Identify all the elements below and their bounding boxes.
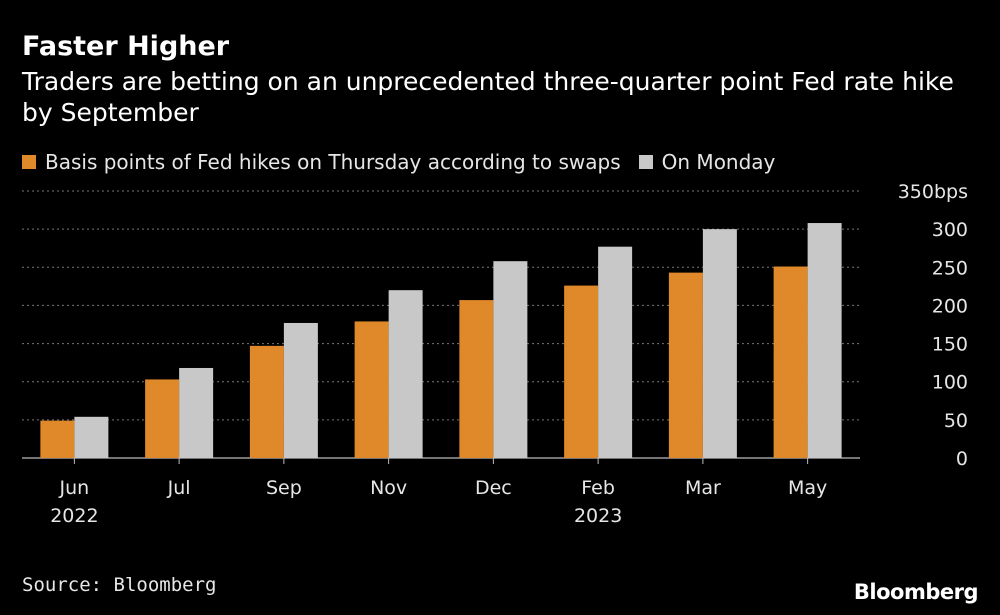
x-tick-label: Feb [581,477,615,499]
bar-monday [702,229,737,458]
bar-monday [74,416,109,458]
bar-thursday [773,266,808,458]
x-tick-label: Jun [59,477,90,499]
bar-thursday [249,345,284,458]
x-tick-label: May [788,477,827,499]
legend-item-monday: On Monday [638,150,776,174]
bar-thursday [564,285,599,458]
source-note: Source: Bloomberg [22,574,217,596]
y-tick-label: 0 [956,448,968,470]
chart-title: Faster Higher [22,31,230,62]
bar-monday [598,246,633,458]
x-tick-sublabel: 2022 [50,505,98,527]
legend: Basis points of Fed hikes on Thursday ac… [22,148,793,176]
x-tick-label: Sep [266,477,302,499]
bar-thursday [354,321,389,458]
legend-swatch-monday [638,155,653,169]
legend-item-thursday: Basis points of Fed hikes on Thursday ac… [22,150,621,174]
chart-subtitle: Traders are betting on an unprecedented … [22,67,954,127]
y-tick-label: 50 [944,410,968,432]
x-tick-label: Dec [475,477,512,499]
x-tick-label: Jul [167,477,191,499]
x-tick-label: Nov [370,477,407,499]
y-tick-label: 250 [932,257,968,279]
legend-swatch-thursday [22,155,36,169]
bar-monday [493,261,528,458]
bar-monday [388,290,423,458]
bloomberg-logo: Bloomberg [853,580,979,604]
y-tick-label: 350bps [898,181,968,203]
bar-monday [283,322,318,458]
y-tick-label: 100 [932,372,968,394]
bar-thursday [145,379,180,458]
y-tick-label: 300 [932,219,968,241]
y-tick-label: 200 [932,295,968,317]
legend-label-monday: On Monday [661,150,776,174]
bar-thursday [459,300,494,458]
bar-thursday [40,420,75,458]
x-tick-label: Mar [685,477,721,499]
bar-monday [807,223,842,458]
legend-label-thursday: Basis points of Fed hikes on Thursday ac… [45,150,621,174]
bar-monday [179,367,214,458]
y-tick-label: 150 [932,334,968,356]
x-tick-sublabel: 2023 [574,505,622,527]
bar-thursday [668,272,703,458]
